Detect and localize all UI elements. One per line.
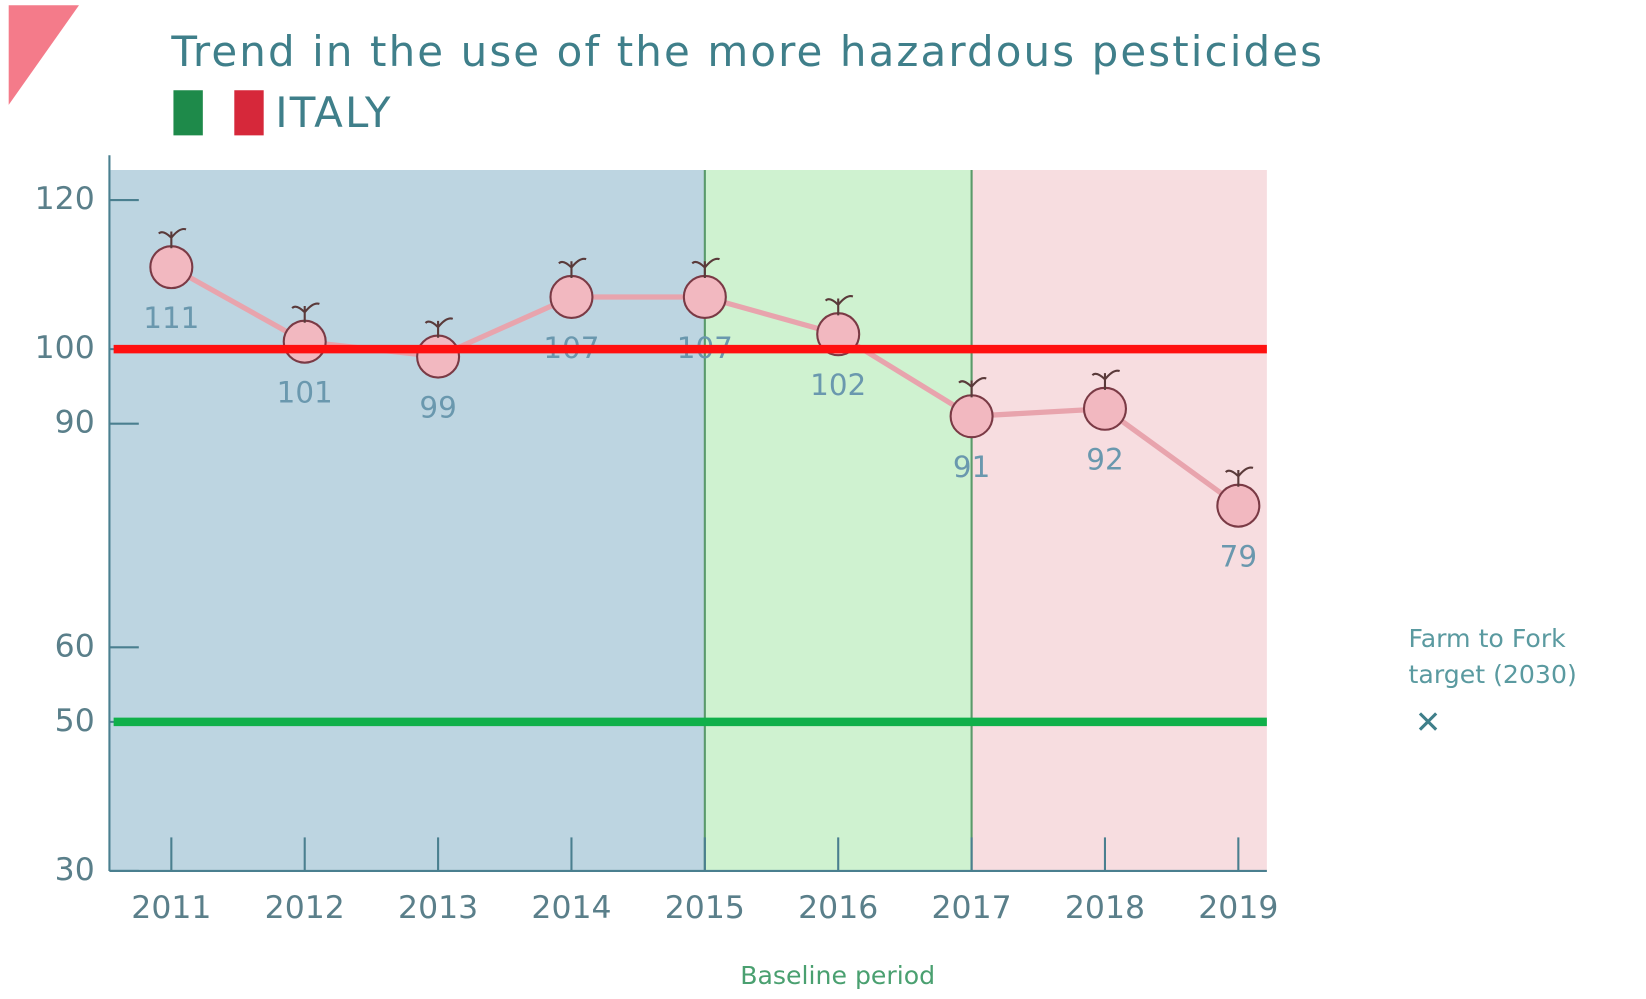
- x-tick-label: 2011: [131, 890, 211, 926]
- flag-green: [173, 90, 203, 136]
- point-sprout: [158, 227, 187, 249]
- data-point: [949, 394, 994, 439]
- corner-decoration: [8, 5, 79, 105]
- data-label: 99: [419, 391, 456, 425]
- x-tick-label: 2017: [932, 890, 1012, 926]
- point-sprout: [558, 257, 587, 279]
- y-tick-label: 60: [55, 628, 95, 664]
- x-tick-label: 2015: [665, 890, 745, 926]
- data-label: 79: [1220, 540, 1257, 574]
- x-annotation: Baseline period: [740, 961, 935, 990]
- x-tick-label: 2012: [265, 890, 345, 926]
- point-sprout: [424, 317, 454, 338]
- flag-red: [234, 90, 264, 136]
- y-tick-label: 30: [55, 852, 95, 888]
- data-point: [282, 319, 327, 364]
- data-label: 111: [143, 301, 199, 335]
- point-sprout: [824, 295, 854, 316]
- x-tick-label: 2014: [531, 890, 611, 926]
- point-sprout: [691, 257, 720, 279]
- data-point: [682, 274, 727, 319]
- x-tick-label: 2013: [398, 890, 478, 926]
- point-sprout: [958, 377, 987, 398]
- data-label: 92: [1086, 443, 1123, 477]
- point-sprout: [1091, 369, 1120, 390]
- data-point: [1082, 386, 1128, 431]
- annotation-line: Farm to Fork: [1409, 624, 1567, 653]
- chart-title: Trend in the use of the more hazardous p…: [170, 27, 1324, 76]
- data-label: 102: [810, 368, 866, 402]
- background-band: [704, 169, 972, 871]
- background-band: [109, 169, 705, 871]
- annotation-line: target (2030): [1409, 660, 1577, 689]
- data-point: [149, 245, 194, 290]
- point-sprout: [291, 302, 320, 323]
- data-label: 101: [277, 376, 333, 410]
- y-tick-label: 100: [35, 330, 95, 366]
- chart-subtitle: ITALY: [275, 88, 392, 137]
- point-sprout: [1225, 466, 1254, 487]
- y-tick-label: 90: [55, 405, 95, 441]
- data-label: 91: [953, 450, 990, 484]
- annotation-marker: ✕: [1415, 705, 1441, 741]
- x-tick-label: 2019: [1198, 890, 1278, 926]
- y-tick-label: 50: [55, 703, 95, 739]
- data-point: [416, 334, 461, 379]
- x-tick-label: 2018: [1065, 890, 1145, 926]
- plot-area: 120 100 90 60 50 30 2011 2012 2013 2014 2015 2016 20…: [35, 155, 1278, 926]
- x-tick-label: 2016: [798, 890, 878, 926]
- background-band: [971, 169, 1267, 871]
- data-point: [549, 274, 594, 319]
- y-tick-label: 120: [35, 181, 95, 217]
- flag-white: [203, 90, 234, 136]
- data-point: [1216, 483, 1261, 528]
